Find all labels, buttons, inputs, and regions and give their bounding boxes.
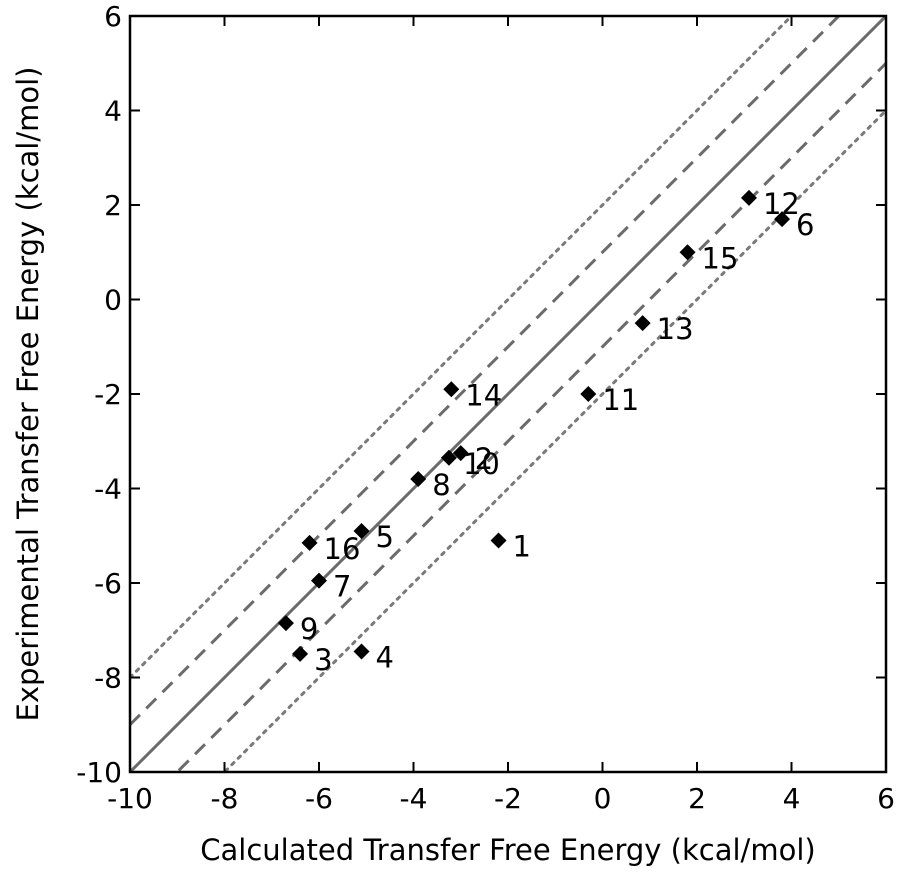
data-point-1: 1 — [490, 529, 531, 563]
diamond-marker — [490, 532, 507, 549]
y-tick-label: -8 — [94, 662, 122, 695]
x-tick-label: -4 — [400, 782, 428, 815]
point-label: 4 — [376, 641, 394, 675]
data-point-12: 12 — [740, 187, 800, 221]
diamond-marker — [301, 534, 318, 551]
point-label: 16 — [324, 532, 361, 566]
diamond-marker — [410, 471, 427, 488]
point-label: 13 — [657, 312, 694, 346]
x-tick-label: -8 — [211, 782, 239, 815]
data-point-5: 5 — [353, 520, 394, 554]
x-tick-label: -6 — [305, 782, 333, 815]
y-tick-label: 2 — [104, 189, 122, 222]
y-tick-label: 6 — [104, 0, 122, 33]
data-point-13: 13 — [634, 312, 694, 346]
diamond-marker — [679, 244, 696, 261]
diamond-marker — [452, 445, 469, 462]
data-point-2: 2 — [452, 442, 493, 476]
diamond-marker — [353, 523, 370, 540]
point-label: 5 — [376, 520, 394, 554]
data-point-15: 15 — [679, 241, 739, 275]
point-label: 7 — [333, 570, 351, 604]
y-tick-label: 0 — [104, 284, 122, 317]
point-label: 12 — [763, 187, 800, 221]
diamond-marker — [311, 572, 327, 589]
point-label: 3 — [314, 643, 332, 677]
data-point-4: 4 — [353, 641, 394, 675]
data-point-14: 14 — [443, 378, 502, 412]
diamond-marker — [740, 189, 757, 206]
data-point-8: 8 — [410, 468, 451, 502]
data-point-16: 16 — [301, 532, 361, 566]
y-tick-label: 4 — [104, 95, 122, 128]
data-point-11: 11 — [580, 383, 639, 417]
reference-lines — [130, 16, 886, 772]
data-point-3: 3 — [292, 643, 333, 677]
offset-line-plus2 — [130, 16, 794, 679]
data-point-7: 7 — [311, 570, 351, 604]
y-tick-label: -4 — [94, 473, 122, 506]
diamond-marker — [292, 645, 309, 662]
y-axis-label: Experimental Transfer Free Energy (kcal/… — [11, 67, 45, 722]
x-axis-label: Calculated Transfer Free Energy (kcal/mo… — [200, 833, 815, 867]
y-tick-label: -10 — [76, 756, 122, 789]
data-point-10: 10 — [440, 447, 500, 481]
axis-ticks: -10 -8 -6 -4 -2 0 2 4 6 -10 -8 -6 -4 -2 0 2 4 6 — [76, 0, 895, 815]
diamond-marker — [774, 211, 791, 228]
data-point-9: 9 — [277, 612, 318, 646]
x-tick-label: 4 — [783, 782, 801, 815]
diamond-marker — [353, 643, 370, 660]
point-label: 15 — [702, 241, 739, 275]
diamond-marker — [634, 315, 651, 332]
point-label: 2 — [475, 442, 493, 476]
point-label: 6 — [796, 208, 814, 242]
identity-line — [130, 16, 886, 772]
x-tick-label: 2 — [688, 782, 706, 815]
point-label: 8 — [432, 468, 450, 502]
diamond-marker — [440, 449, 457, 466]
point-label: 9 — [300, 612, 318, 646]
point-label: 14 — [465, 378, 502, 412]
y-tick-label: -6 — [94, 567, 122, 600]
point-label: 1 — [513, 529, 531, 563]
offset-line-minus1 — [175, 62, 886, 772]
x-tick-label: -10 — [107, 782, 153, 815]
diamond-marker — [277, 615, 294, 632]
x-tick-label: 0 — [594, 782, 612, 815]
x-tick-label: -2 — [494, 782, 522, 815]
y-tick-label: -2 — [94, 378, 122, 411]
offset-line-plus1 — [130, 16, 841, 726]
point-label: 11 — [602, 383, 639, 417]
point-label: 10 — [463, 447, 500, 481]
diamond-marker — [443, 381, 460, 398]
offset-line-minus2 — [222, 109, 886, 772]
diamond-marker — [580, 386, 597, 402]
x-tick-label: 6 — [877, 782, 895, 815]
data-point-6: 6 — [774, 208, 815, 242]
plot-frame — [128, 14, 888, 774]
